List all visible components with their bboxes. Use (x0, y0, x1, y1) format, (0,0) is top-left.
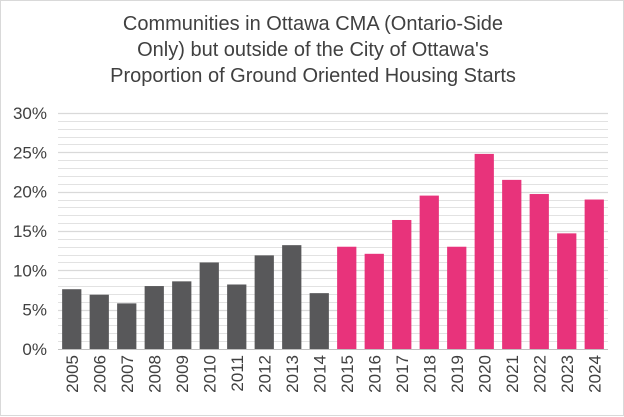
chart-title: Communities in Ottawa CMA (Ontario-Side … (41, 11, 585, 89)
bar-2014 (309, 293, 329, 349)
y-tick-label: 30% (13, 104, 47, 123)
bar-2012 (254, 255, 274, 349)
y-tick-label: 10% (13, 261, 47, 280)
x-tick-label: 2015 (338, 355, 357, 393)
bar-2005 (62, 289, 82, 349)
y-tick-label: 0% (22, 340, 47, 359)
x-tick-label: 2011 (228, 355, 247, 392)
y-tick-label: 5% (22, 301, 47, 320)
x-tick-label: 2017 (393, 355, 412, 393)
chart-title-line-2: Only) but outside of the City of Ottawa'… (137, 39, 489, 61)
x-tick-label: 2006 (90, 355, 109, 393)
bar-2021 (502, 179, 522, 349)
x-tick-label: 2009 (173, 355, 192, 393)
bar-2013 (282, 245, 302, 349)
x-tick-label: 2013 (283, 355, 302, 393)
bar-2024 (584, 199, 604, 349)
x-tick-label: 2021 (503, 355, 522, 393)
bar-2023 (557, 233, 577, 349)
bar-2020 (474, 153, 494, 349)
x-tick-label: 2023 (558, 355, 577, 393)
x-tick-label: 2005 (63, 355, 82, 393)
x-tick-label: 2019 (448, 355, 467, 393)
x-tick-label: 2020 (475, 355, 494, 393)
chart-title-line-3: Proportion of Ground Oriented Housing St… (110, 65, 516, 87)
x-tick-label: 2007 (118, 355, 137, 393)
x-tick-label: 2016 (365, 355, 384, 393)
y-tick-label: 25% (13, 143, 47, 162)
bar-2008 (144, 286, 164, 349)
bar-2010 (199, 262, 219, 349)
bar-2022 (529, 194, 549, 349)
x-tick-label: 2008 (145, 355, 164, 393)
x-tick-label: 2024 (585, 355, 604, 393)
x-tick-label: 2018 (420, 355, 439, 393)
bar-2009 (172, 281, 192, 349)
bar-2018 (419, 195, 439, 349)
bar-2019 (447, 246, 467, 349)
x-tick-label: 2014 (310, 355, 329, 393)
x-tick-label: 2010 (200, 355, 219, 393)
bar-2015 (337, 246, 357, 349)
x-tick-label: 2022 (530, 355, 549, 393)
y-tick-label: 15% (13, 222, 47, 241)
bar-2016 (364, 253, 384, 349)
x-tick-label: 2012 (255, 355, 274, 393)
chart-title-line-1: Communities in Ottawa CMA (Ontario-Side (122, 13, 504, 35)
bar-2011 (227, 284, 247, 349)
bar-2006 (89, 294, 109, 349)
bar-2017 (392, 219, 412, 349)
bar-2007 (117, 303, 137, 349)
y-tick-label: 20% (13, 183, 47, 202)
